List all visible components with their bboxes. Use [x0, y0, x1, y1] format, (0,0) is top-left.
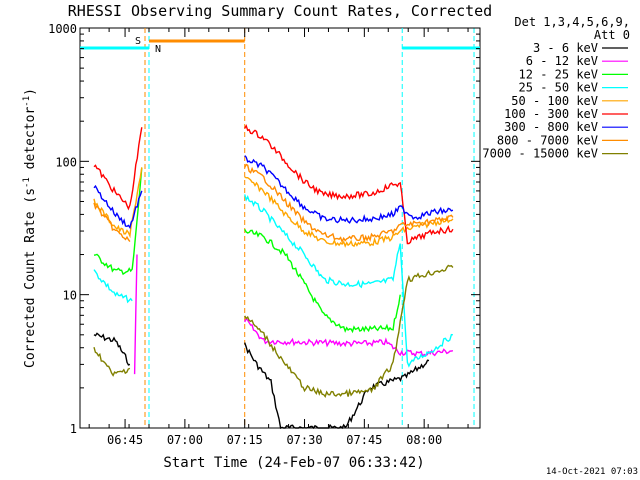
legend-label-6: 300 - 800 keV	[504, 120, 598, 134]
series-line-6-seg2	[244, 155, 454, 224]
series-line-7-seg2	[244, 163, 454, 244]
series-line-1-seg1	[133, 254, 138, 375]
series-line-3-seg2	[244, 194, 453, 368]
y-axis-label: Corrected Count Rate (s-1 detector-1)	[22, 88, 38, 368]
legend-label-0: 3 - 6 keV	[533, 41, 598, 55]
x-axis-ticks: 06:45 07:00 07:15 07:30 07:45 08:00	[88, 28, 469, 447]
series-line-6-seg1	[93, 184, 143, 230]
y-axis-ticks: 1 10 100 1000	[48, 22, 480, 436]
x-tick-label-0: 06:45	[107, 433, 143, 447]
y-axis-label-part2: detector	[23, 107, 38, 178]
legend-label-4: 50 - 100 keV	[511, 94, 598, 108]
series-line-8-seg2	[244, 264, 454, 398]
y-tick-label-1: 10	[63, 289, 77, 303]
legend-label-7: 800 - 7000 keV	[497, 133, 598, 147]
series-line-8-seg1	[93, 347, 131, 377]
legend-label-2: 12 - 25 keV	[519, 67, 598, 81]
series-line-2-seg1	[93, 167, 143, 276]
y-axis-label-sup2: -1	[22, 96, 32, 107]
chart-title: RHESSI Observing Summary Count Rates, Co…	[68, 2, 492, 20]
x-tick-label-5: 08:00	[406, 433, 442, 447]
y-tick-label-0: 1	[70, 422, 77, 436]
x-axis-label: Start Time (24-Feb-07 06:33:42)	[163, 455, 424, 471]
night-label: N	[155, 44, 161, 55]
series-line-0-seg1	[93, 332, 131, 366]
y-axis-label-part1: Corrected Count Rate (s	[23, 188, 38, 368]
series-line-3-seg1	[93, 269, 133, 304]
series-line-4-seg1	[93, 167, 143, 239]
x-tick-label-1: 07:00	[167, 433, 203, 447]
legend-header-line2: Att 0	[594, 28, 630, 42]
saa-label: S	[135, 36, 141, 47]
legend-label-1: 6 - 12 keV	[526, 54, 598, 68]
series-line-2-seg2	[244, 228, 401, 334]
series-line-5-seg1	[93, 127, 143, 211]
y-tick-label-3: 1000	[48, 22, 77, 36]
y-axis-label-part3: )	[23, 88, 38, 96]
series-line-4-seg2	[244, 176, 454, 248]
series-line-1-seg2	[244, 317, 454, 358]
timestamp: 14-Oct-2021 07:03	[546, 467, 638, 477]
x-tick-label-4: 07:45	[346, 433, 382, 447]
y-tick-label-2: 100	[55, 155, 77, 169]
legend-label-8: 7000 - 15000 keV	[482, 147, 598, 161]
series-line-7-seg1	[93, 202, 131, 243]
legend-label-3: 25 - 50 keV	[519, 81, 598, 95]
series-line-5-seg2	[244, 124, 454, 245]
x-tick-label-2: 07:15	[227, 433, 263, 447]
series-lines	[93, 124, 454, 430]
legend-label-5: 100 - 300 keV	[504, 107, 598, 121]
series-line-0-seg2	[244, 342, 430, 430]
y-axis-label-sup1: -1	[22, 177, 32, 188]
legend-header-line1: Det 1,3,4,5,6,9,	[514, 15, 630, 29]
x-tick-label-3: 07:30	[286, 433, 322, 447]
